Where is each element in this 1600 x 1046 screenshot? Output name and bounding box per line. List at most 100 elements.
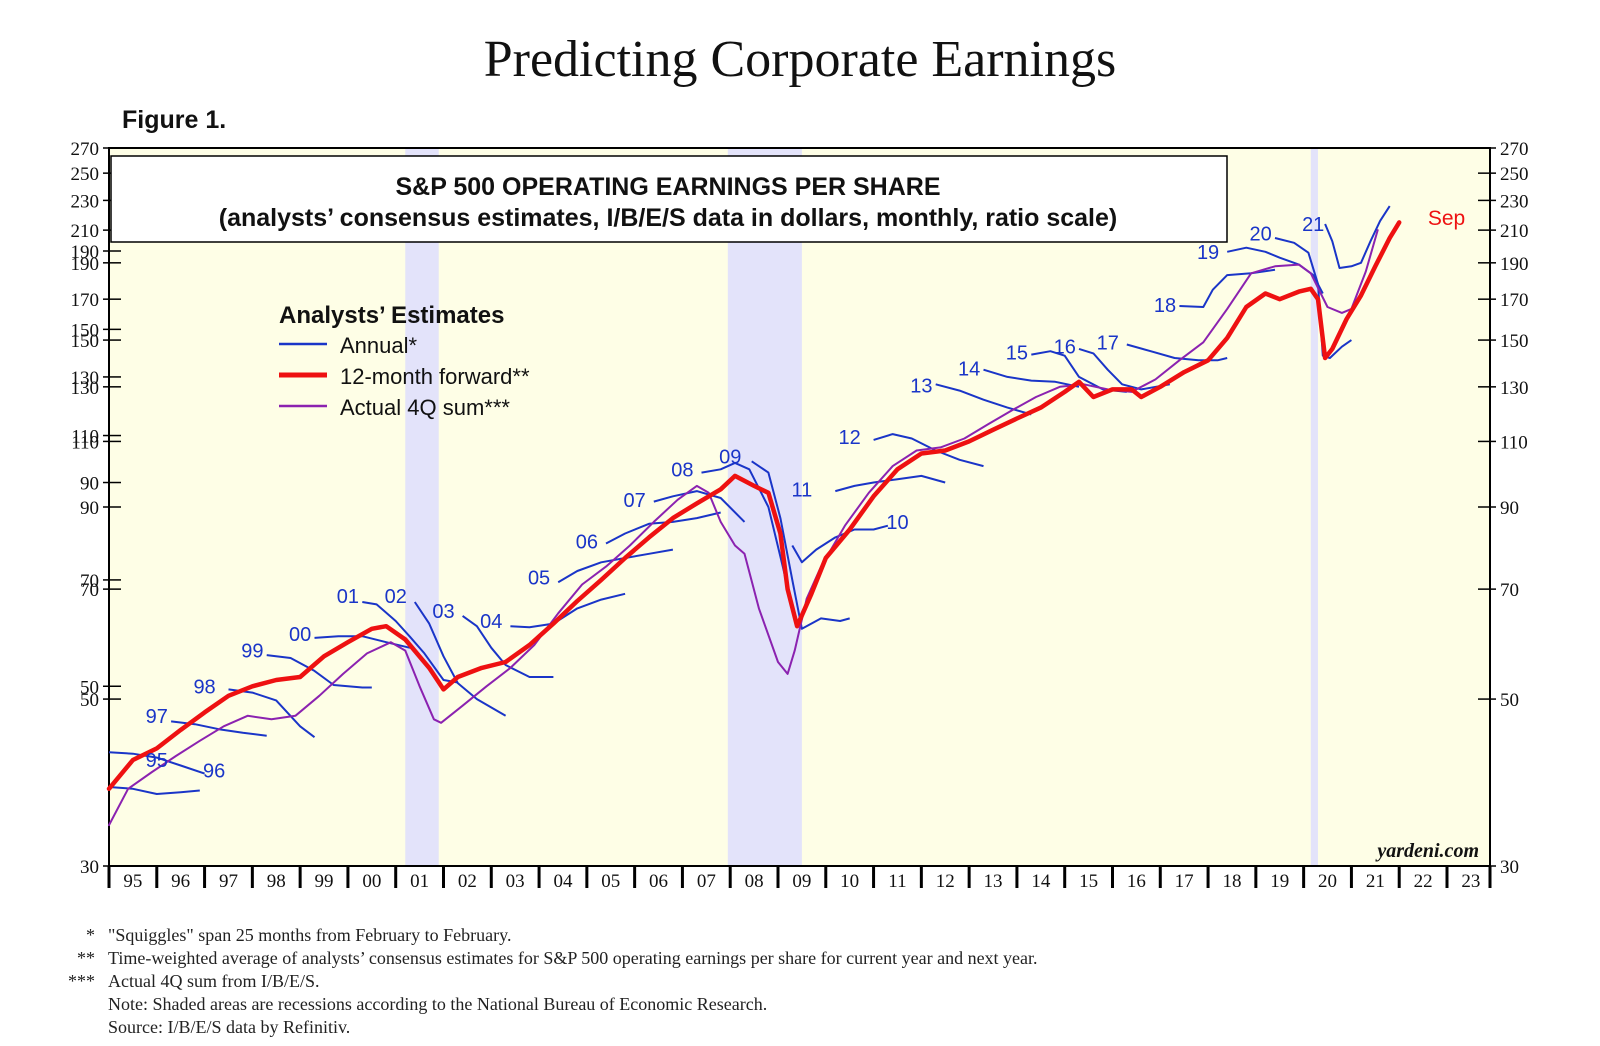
squiggle-label-18: 18 xyxy=(1154,295,1176,317)
y-tick-label-left: 170 xyxy=(71,290,100,311)
annual-squiggle-13 xyxy=(935,383,1032,416)
y-tick-label-right: 170 xyxy=(1500,290,1529,311)
y-tick-label-left: 110 xyxy=(71,432,99,453)
x-tick-label: 15 xyxy=(1079,871,1098,892)
y-tick-label-right: 30 xyxy=(1500,857,1519,878)
x-tick-label: 17 xyxy=(1175,871,1194,892)
legend-label-forward: 12-month forward** xyxy=(340,364,530,389)
annual-squiggle-03 xyxy=(462,615,554,678)
footnote-text: Time-weighted average of analysts’ conse… xyxy=(108,948,1038,968)
squiggle-label-19: 19 xyxy=(1197,242,1219,264)
x-tick-label: 04 xyxy=(553,871,573,892)
footnote-text: Actual 4Q sum from I/B/E/S. xyxy=(108,971,320,991)
y-tick-label-right: 130 xyxy=(1500,378,1529,399)
x-tick-label: 19 xyxy=(1270,871,1289,892)
watermark: yardeni.com xyxy=(1375,840,1479,862)
chart-title: S&P 500 OPERATING EARNINGS PER SHARE xyxy=(395,173,940,201)
y-tick-label-right: 110 xyxy=(1500,432,1528,453)
recession-bands xyxy=(405,149,1318,865)
squiggle-label-01: 01 xyxy=(337,586,359,608)
x-tick-label: 18 xyxy=(1222,871,1241,892)
y-tick-label-right: 70 xyxy=(1500,580,1519,601)
y-tick-label-right: 210 xyxy=(1500,221,1529,242)
y-tick-label-left: 90 xyxy=(80,474,99,495)
y-tick-label-left: 190 xyxy=(71,242,100,263)
squiggle-label-97: 97 xyxy=(146,706,168,728)
squiggle-label-16: 16 xyxy=(1054,337,1076,359)
y-tick-label-left: 150 xyxy=(71,320,100,341)
footnote-mark: ** xyxy=(77,948,95,968)
x-tick-label: 21 xyxy=(1366,871,1385,892)
y-tick-label-left: 50 xyxy=(80,677,99,698)
y-tick-label-left: 30 xyxy=(80,857,99,878)
y-tick-label-left: 50 xyxy=(80,690,99,711)
y-tick-label-left: 90 xyxy=(80,498,99,519)
y-tick-label-right: 250 xyxy=(1500,164,1529,185)
annual-squiggle-95 xyxy=(108,751,205,775)
x-tick-label: 02 xyxy=(458,871,477,892)
x-tick-label: 98 xyxy=(267,871,286,892)
annual-squiggle-01 xyxy=(362,601,458,684)
squiggle-label-04: 04 xyxy=(480,611,502,633)
legend-title: Analysts’ Estimates xyxy=(279,302,504,329)
x-tick-label: 06 xyxy=(649,871,668,892)
x-tick-label: 09 xyxy=(792,871,811,892)
squiggle-label-05: 05 xyxy=(528,568,550,590)
footnote: ** Time-weighted average of analysts’ con… xyxy=(0,947,1600,970)
page-title: Predicting Corporate Earnings xyxy=(483,31,1117,88)
axes: 3050709011013015017019021023025027030505… xyxy=(71,139,1529,892)
annual-squiggle-99 xyxy=(266,654,372,689)
x-tick-label: 00 xyxy=(362,871,381,892)
x-tick-label: 01 xyxy=(410,871,429,892)
squiggle-label-98: 98 xyxy=(193,676,215,698)
x-tick-label: 12 xyxy=(936,871,955,892)
x-tick-label: 08 xyxy=(745,871,764,892)
x-tick-label: 13 xyxy=(984,871,1003,892)
y-tick-label-left: 190 xyxy=(71,254,100,275)
annual-squiggle-07 xyxy=(653,490,746,523)
y-tick-label-left: 150 xyxy=(71,331,100,352)
squiggle-label-08: 08 xyxy=(671,459,693,481)
footnote-text: Note: Shaded areas are recessions accord… xyxy=(108,994,768,1014)
squiggle-label-02: 02 xyxy=(385,586,407,608)
x-tick-label: 97 xyxy=(219,871,238,892)
figure-label: Figure 1. xyxy=(122,106,227,134)
squiggle-label-10: 10 xyxy=(886,512,908,534)
annual-squiggle-14 xyxy=(983,368,1080,388)
legend: Analysts’ Estimates Annual* 12-month for… xyxy=(279,302,530,420)
legend-label-annual: Annual* xyxy=(340,333,418,358)
y-tick-label-right: 190 xyxy=(1500,254,1529,275)
annual-squiggle-21 xyxy=(1324,205,1391,269)
footnotes: * "Squiggles" span 25 months from Februar… xyxy=(0,924,1600,1039)
squiggle-label-99: 99 xyxy=(241,641,263,663)
footnote-text: Source: I/B/E/S data by Refinitiv. xyxy=(108,1017,351,1037)
y-tick-label-right: 90 xyxy=(1500,498,1519,519)
x-tick-label: 16 xyxy=(1127,871,1146,892)
footnote-mark: * xyxy=(86,925,95,945)
squiggle-label-07: 07 xyxy=(624,490,646,512)
annual-squiggle-09 xyxy=(751,460,850,630)
annual-squiggle-04 xyxy=(510,592,626,629)
x-tick-label: 95 xyxy=(123,871,142,892)
squiggle-labels: 95 96 97 98 99 00 01 02 03 04 05 06 07 08 09 10 11 12 13 14… xyxy=(146,214,1325,782)
squiggle-label-09: 09 xyxy=(719,447,741,469)
footnote: *** Actual 4Q sum from I/B/E/S. xyxy=(0,970,1600,993)
x-tick-label: 20 xyxy=(1318,871,1337,892)
x-tick-label: 10 xyxy=(840,871,859,892)
x-tick-label: 22 xyxy=(1414,871,1433,892)
recession-band xyxy=(727,149,802,865)
y-tick-label-left: 250 xyxy=(71,164,100,185)
squiggle-label-13: 13 xyxy=(910,376,932,398)
squiggle-label-21: 21 xyxy=(1302,214,1324,236)
annual-squiggle-10 xyxy=(791,524,889,564)
footnote: Source: I/B/E/S data by Refinitiv. xyxy=(0,1016,1600,1039)
squiggle-label-96: 96 xyxy=(203,760,225,782)
annual-squiggle-06 xyxy=(605,511,721,545)
x-tick-label: 03 xyxy=(506,871,525,892)
y-tick-label-left: 210 xyxy=(71,221,100,242)
squiggle-label-15: 15 xyxy=(1006,342,1028,364)
squiggle-label-17: 17 xyxy=(1097,332,1119,354)
actual-4q-sum-line xyxy=(108,229,1379,827)
squiggle-label-00: 00 xyxy=(289,624,311,646)
y-tick-label-left: 130 xyxy=(71,368,100,389)
